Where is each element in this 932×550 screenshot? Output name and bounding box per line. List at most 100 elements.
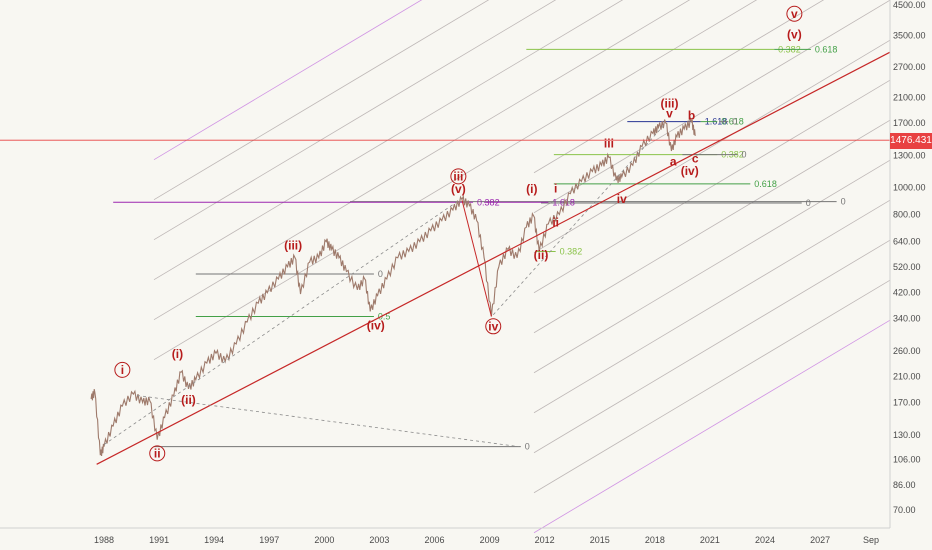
price-line (90, 116, 696, 457)
x-tick-label: Sep (863, 535, 879, 545)
fib-level-label: 1.618 (552, 197, 575, 207)
current-price-tag: 1476.431 (890, 133, 932, 149)
channel-line (533, 119, 891, 334)
wave-label: i (554, 181, 557, 195)
y-tick-label: 2700.00 (893, 62, 926, 72)
channel-line (533, 319, 891, 534)
y-tick-label: 70.00 (893, 505, 916, 515)
y-tick-label: 106.00 (893, 455, 921, 465)
fib-level-label: 0 (806, 198, 811, 208)
wave-label-circle (450, 168, 467, 185)
channel-line (153, 0, 423, 161)
wave-label: (ii) (181, 393, 196, 407)
y-tick-label: 260.00 (893, 346, 921, 356)
dashed-trend (103, 199, 461, 445)
wave-line (461, 200, 492, 317)
channel-line (153, 0, 557, 241)
main-trendline (96, 51, 891, 465)
y-tick-label: 800.00 (893, 210, 921, 220)
y-tick-label: 4500.00 (893, 0, 926, 10)
channel-line (533, 239, 891, 454)
wave-labels: iii(i)(ii)(iii)(iv)iii(v)iv(i)(ii)iiiiii… (114, 5, 803, 462)
fib-level-label: 0.382 (560, 246, 583, 256)
fib-level-label: 0.618 (721, 117, 744, 127)
fib-level-label: 0.5 (378, 312, 391, 322)
channel-line (533, 279, 891, 494)
channel-line (153, 0, 691, 321)
y-tick-label: 1700.00 (893, 118, 926, 128)
wave-label: iv (488, 319, 498, 333)
wave-label: v (666, 106, 673, 120)
x-tick-label: 1997 (259, 535, 279, 545)
x-tick-label: 2012 (535, 535, 555, 545)
fib-level-label: 0 (741, 150, 746, 160)
wave-label-circle (786, 5, 803, 22)
channel-line (533, 159, 891, 374)
channel-line (153, 0, 490, 201)
x-tick-label: 2027 (810, 535, 830, 545)
x-tick-label: 1991 (149, 535, 169, 545)
x-tick-label: 2009 (480, 535, 500, 545)
y-tick-label: 640.00 (893, 237, 921, 247)
fib-level-label: 0 (732, 117, 737, 127)
price-series (90, 116, 696, 457)
channel-line (533, 199, 891, 414)
wave-label: iv (617, 192, 627, 206)
wave-label: i (121, 363, 124, 377)
channel-line (533, 0, 891, 214)
wave-label: iii (604, 136, 614, 150)
wave-label: (iii) (284, 238, 302, 252)
wave-label: a (670, 154, 677, 168)
fib-level-label: 0.618 (754, 179, 777, 189)
channel-line (533, 79, 891, 294)
fib-level-label: 0 (525, 442, 530, 452)
wave-label: ii (154, 446, 161, 460)
wave-label: (iv) (367, 319, 385, 333)
x-tick-label: 2003 (369, 535, 389, 545)
y-tick-label: 1000.00 (893, 182, 926, 192)
y-tick-label: 520.00 (893, 262, 921, 272)
y-tick-label: 3500.00 (893, 30, 926, 40)
channel-line (533, 39, 891, 254)
x-tick-label: 2018 (645, 535, 665, 545)
wave-label: ii (552, 215, 559, 229)
wave-label: (i) (172, 347, 183, 361)
wave-label: b (688, 109, 695, 123)
trendlines (0, 51, 891, 465)
x-tick-label: 2024 (755, 535, 775, 545)
wave-label-circle (114, 361, 131, 378)
y-tick-label: 210.00 (893, 372, 921, 382)
wave-label: (v) (787, 27, 802, 41)
y-tick-label: 86.00 (893, 480, 916, 490)
wave-label: (iv) (681, 164, 699, 178)
fib-level-label: 0 (841, 197, 846, 207)
wave-label: (i) (526, 182, 537, 196)
dashed-trend (492, 122, 667, 316)
y-tick-label: 2100.00 (893, 92, 926, 102)
dashed-trend (136, 395, 520, 448)
y-tick-label: 170.00 (893, 397, 921, 407)
wave-label: iii (453, 169, 463, 183)
y-tick-label: 130.00 (893, 430, 921, 440)
wave-label: (v) (451, 182, 466, 196)
channel-line (153, 0, 624, 281)
wave-label: c (692, 151, 699, 165)
y-tick-label: 1300.00 (893, 151, 926, 161)
channel-lines (153, 0, 891, 534)
x-tick-label: 1988 (94, 535, 114, 545)
x-tick-label: 2000 (314, 535, 334, 545)
wave-label: (iii) (661, 97, 679, 111)
wave-label: (ii) (534, 248, 549, 262)
x-tick-label: 2015 (590, 535, 610, 545)
fib-level-label: 0 (378, 269, 383, 279)
y-tick-label: 340.00 (893, 313, 921, 323)
x-tick-label: 2021 (700, 535, 720, 545)
fib-level-label: 0.618 (815, 44, 838, 54)
wave-label-circle (485, 318, 502, 335)
wave-label-circle (149, 445, 166, 462)
y-tick-label: 420.00 (893, 288, 921, 298)
x-tick-label: 2006 (424, 535, 444, 545)
